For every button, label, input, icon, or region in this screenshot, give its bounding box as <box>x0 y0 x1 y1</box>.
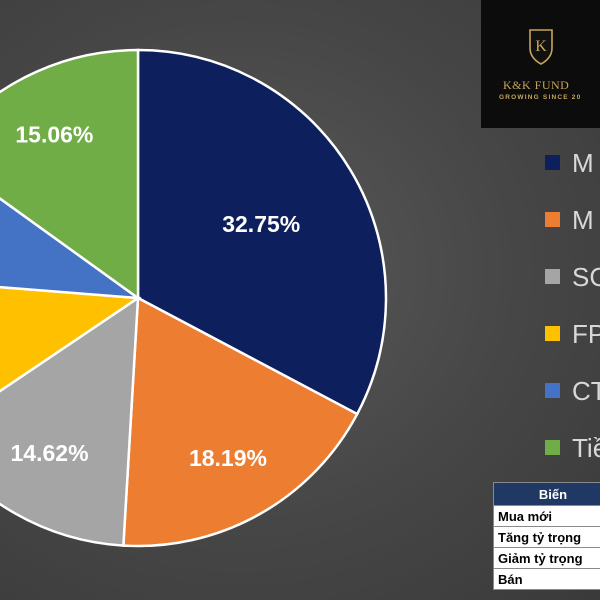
logo-name: K&K FUND <box>503 78 570 92</box>
table-cell: Tăng tỷ trọng <box>493 526 600 548</box>
legend-swatch <box>545 440 560 455</box>
slice-data-label: 32.75% <box>222 211 300 237</box>
legend-label: M <box>572 148 594 178</box>
table-cell: Bán <box>493 568 600 590</box>
table-cell: Giảm tỷ trọng <box>493 547 600 569</box>
pie-slice <box>122 295 359 548</box>
slice-data-label: 14.62% <box>11 440 89 466</box>
slice-data-label: 18.19% <box>189 445 267 471</box>
legend-swatch <box>545 383 560 398</box>
logo-letter: K <box>535 38 547 55</box>
pie-slice <box>0 295 140 547</box>
table-cell: Mua mới <box>493 505 600 527</box>
legend-swatch <box>545 212 560 227</box>
pie-slice <box>0 48 140 301</box>
logo-tagline: GROWING SINCE 20 <box>499 94 582 101</box>
table-row: Bán <box>493 568 600 590</box>
legend-label: SC <box>572 262 600 292</box>
legend-label: FP <box>572 319 600 349</box>
table-header: Biến <box>493 482 600 506</box>
slice-data-label: 15.06% <box>15 122 93 148</box>
legend-label: CT <box>572 376 600 406</box>
legend-label: Tiề <box>572 433 600 463</box>
legend-swatch <box>545 155 560 170</box>
kk-fund-logo: K K&K FUND GROWING SINCE 20 <box>481 0 600 128</box>
table-row: Tăng tỷ trọng <box>493 526 600 548</box>
pie-slice <box>0 285 142 393</box>
table-row: Giảm tỷ trọng <box>493 547 600 569</box>
laurel-crest-icon: K <box>529 29 553 65</box>
portfolio-change-table: Biến Mua mới Tăng tỷ trọng Giảm tỷ trọng… <box>493 482 600 590</box>
legend-swatch <box>545 326 560 341</box>
pie-slice <box>136 48 388 416</box>
legend-swatch <box>545 269 560 284</box>
table-row: Mua mới <box>493 505 600 527</box>
legend-label: M <box>572 205 594 235</box>
